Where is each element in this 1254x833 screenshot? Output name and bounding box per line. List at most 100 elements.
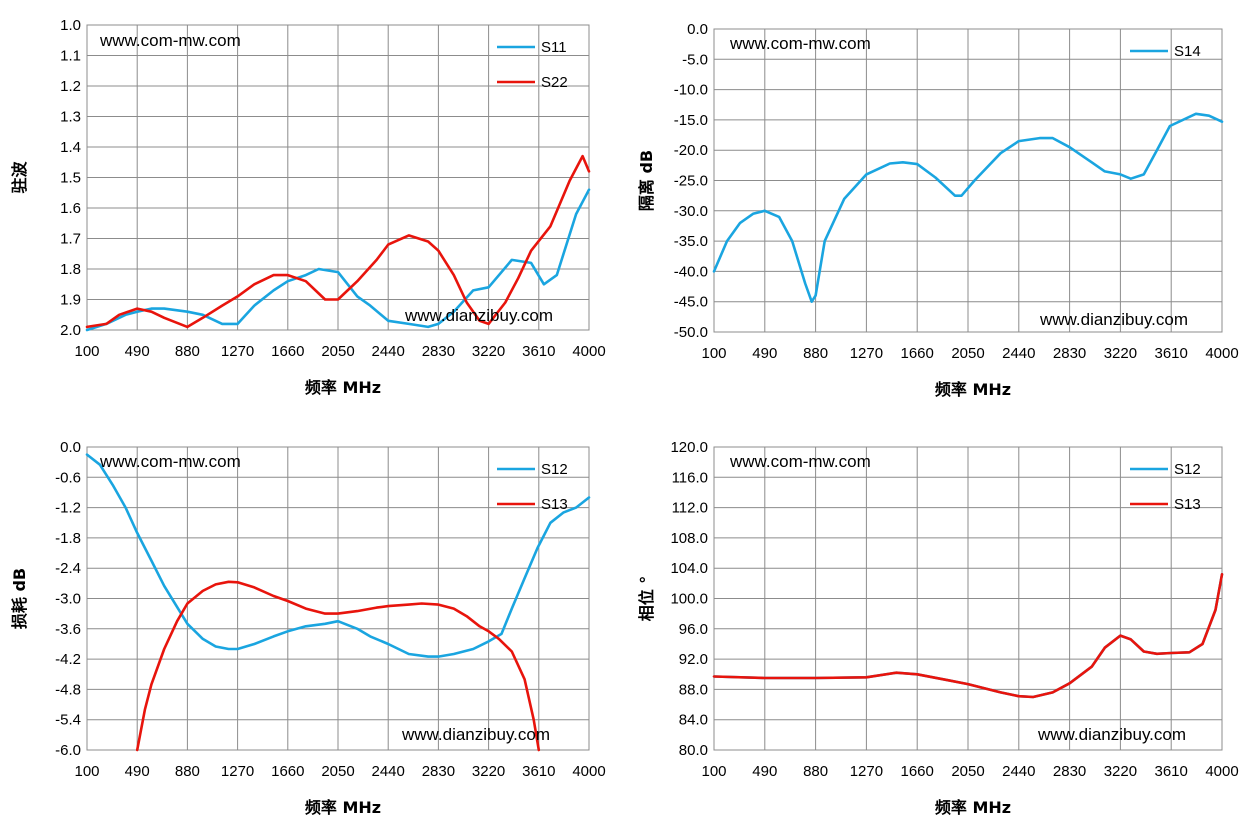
y-tick-label: 1.6 [60, 200, 81, 217]
x-tick-label: 3610 [522, 343, 555, 360]
x-tick-label: 4000 [572, 763, 605, 780]
y-tick-label: -0.6 [55, 469, 81, 486]
x-tick-label: 2830 [422, 763, 455, 780]
chart-panel-3: 0.0 -0.6 -1.2 -1.8 -2.4 -3.0 -3.6 -4.2 -4.8 -5.4 -… [10, 439, 606, 817]
series-line-s13 [135, 580, 541, 752]
y-tick-label: 92.0 [679, 651, 708, 668]
y-tick-label: 1.0 [60, 17, 81, 34]
y-tick-label: -40.0 [674, 263, 708, 280]
y-axis-title: 隔离 dB [637, 150, 656, 211]
watermark-top: www.com-mw.com [729, 34, 871, 53]
y-tick-label: 108.0 [670, 530, 708, 547]
y-tick-label: -25.0 [674, 173, 708, 190]
legend-label: S12 [1174, 461, 1201, 478]
series-line-s22 [85, 154, 591, 329]
y-tick-label: -5.4 [55, 712, 81, 729]
chart-panel-2: 0.0 -5.0 -10.0 -15.0 -20.0 -25.0 -30.0 -35.0 -40… [637, 21, 1239, 399]
plot-area [713, 28, 1223, 333]
y-tick-label: -2.4 [55, 560, 81, 577]
x-tick-label: 2440 [372, 763, 405, 780]
y-tick-label: -1.8 [55, 530, 81, 547]
y-tick-label: 1.3 [60, 109, 81, 126]
x-tick-label: 2050 [951, 763, 984, 780]
x-tick-label: 2050 [951, 345, 984, 362]
y-tick-label: 96.0 [679, 621, 708, 638]
x-tick-label: 1270 [221, 343, 254, 360]
y-tick-label: -6.0 [55, 742, 81, 759]
y-tick-label: 1.4 [60, 139, 81, 156]
x-axis-title: 频率 MHz [305, 798, 381, 817]
y-tick-label: -50.0 [674, 324, 708, 341]
y-tick-label: -35.0 [674, 233, 708, 250]
series-line-s11 [85, 188, 591, 332]
x-tick-label: 4000 [572, 343, 605, 360]
x-axis-title: 频率 MHz [305, 378, 381, 397]
x-tick-label: 2440 [1002, 763, 1035, 780]
x-tick-label: 4000 [1205, 763, 1238, 780]
y-axis-title: 损耗 dB [10, 568, 29, 629]
x-axis-title: 频率 MHz [935, 798, 1011, 817]
x-tick-label: 490 [752, 345, 777, 362]
x-tick-label: 1270 [221, 763, 254, 780]
x-tick-label: 1660 [901, 345, 934, 362]
legend-label: S13 [1174, 496, 1201, 513]
x-tick-label: 2050 [321, 343, 354, 360]
y-tick-label: 2.0 [60, 322, 81, 339]
watermark-bottom: www.dianzibuy.com [1037, 725, 1186, 744]
y-tick-label: -4.8 [55, 681, 81, 698]
y-tick-label: 100.0 [670, 591, 708, 608]
y-tick-label: -15.0 [674, 112, 708, 129]
x-tick-label: 2830 [1053, 763, 1086, 780]
x-tick-label: 3610 [522, 763, 555, 780]
watermark-top: www.com-mw.com [99, 452, 241, 471]
x-axis-title: 频率 MHz [935, 380, 1011, 399]
legend-label: S22 [541, 74, 568, 91]
plot-area [86, 446, 590, 751]
y-tick-label: -45.0 [674, 294, 708, 311]
x-tick-label: 3610 [1155, 763, 1188, 780]
x-tick-label: 880 [175, 763, 200, 780]
watermark-top: www.com-mw.com [729, 452, 871, 471]
y-axis-title: 驻波 [10, 161, 29, 194]
x-tick-label: 3610 [1155, 345, 1188, 362]
x-tick-label: 100 [74, 343, 99, 360]
x-tick-label: 880 [803, 763, 828, 780]
y-tick-label: 104.0 [670, 560, 708, 577]
watermark-bottom: www.dianzibuy.com [1039, 310, 1188, 329]
x-tick-label: 880 [175, 343, 200, 360]
x-tick-label: 1660 [271, 763, 304, 780]
y-tick-label: -10.0 [674, 82, 708, 99]
y-tick-label: 80.0 [679, 742, 708, 759]
legend-label: S13 [541, 496, 568, 513]
y-tick-label: 116.0 [672, 469, 708, 486]
plot-area [86, 24, 590, 331]
watermark-bottom: www.dianzibuy.com [401, 725, 550, 744]
y-tick-label: 120.0 [670, 439, 708, 456]
y-tick-label: -3.6 [55, 621, 81, 638]
y-tick-label: -5.0 [682, 51, 708, 68]
x-tick-label: 490 [125, 343, 150, 360]
x-tick-label: 100 [701, 345, 726, 362]
y-tick-label: 1.9 [60, 292, 81, 309]
y-tick-label: 1.8 [60, 261, 81, 278]
y-tick-label: -1.2 [55, 500, 81, 517]
x-tick-label: 100 [74, 763, 99, 780]
y-tick-label: 84.0 [679, 712, 708, 729]
x-tick-label: 3220 [472, 343, 505, 360]
x-tick-label: 2440 [372, 343, 405, 360]
x-tick-label: 2440 [1002, 345, 1035, 362]
x-tick-label: 100 [701, 763, 726, 780]
x-tick-label: 4000 [1205, 345, 1238, 362]
x-tick-label: 3220 [472, 763, 505, 780]
y-tick-label: 1.5 [60, 170, 81, 187]
y-tick-label: -4.2 [55, 651, 81, 668]
x-tick-label: 2830 [1053, 345, 1086, 362]
x-tick-label: 1660 [901, 763, 934, 780]
x-tick-label: 1660 [271, 343, 304, 360]
x-tick-label: 1270 [850, 763, 883, 780]
series-line-s12 [85, 453, 591, 658]
x-tick-label: 490 [752, 763, 777, 780]
x-tick-label: 490 [125, 763, 150, 780]
y-tick-label: 1.1 [60, 48, 81, 65]
